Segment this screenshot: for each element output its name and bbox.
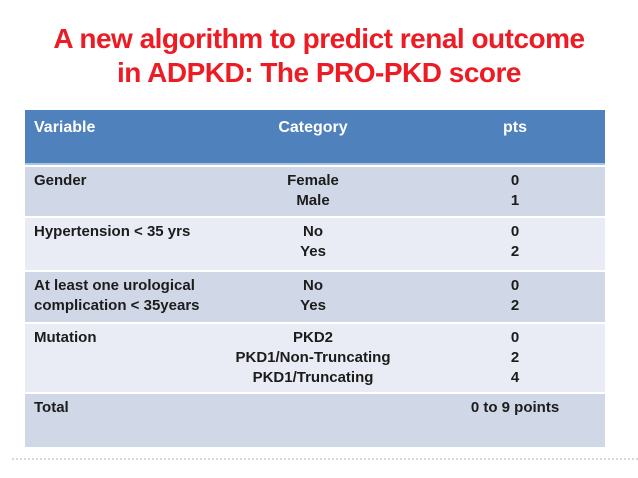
cell-line: PKD1/Non-Truncating bbox=[235, 349, 391, 366]
slide-title: A new algorithm to predict renal outcome… bbox=[0, 22, 638, 90]
cell-category bbox=[201, 394, 425, 447]
cell-line: 2 bbox=[510, 297, 520, 314]
cell-line: complication < 35years bbox=[34, 297, 200, 314]
cell-line: 1 bbox=[510, 192, 520, 209]
cell-line: Yes bbox=[300, 243, 326, 260]
cell-line: Male bbox=[296, 192, 330, 209]
table-row-gender: Gender Female Male 0 1 bbox=[25, 167, 605, 216]
table-row-mutation: Mutation PKD2 PKD1/Non-Truncating PKD1/T… bbox=[25, 324, 605, 392]
cell-line: Female bbox=[287, 172, 339, 189]
cell-pts: 0 to 9 points bbox=[425, 394, 605, 447]
cell-line: 2 bbox=[510, 349, 520, 366]
cell-variable: Total bbox=[25, 394, 201, 447]
pro-pkd-score-table: Variable Category pts Gender Female Male… bbox=[25, 110, 605, 447]
cell-variable: At least one urological complication < 3… bbox=[25, 272, 201, 322]
cell-category: No Yes bbox=[201, 272, 425, 322]
title-line-1: A new algorithm to predict renal outcome bbox=[53, 23, 585, 54]
cell-pts: 0 2 bbox=[425, 272, 605, 322]
cell-line: No bbox=[303, 223, 323, 240]
cell-variable: Hypertension < 35 yrs bbox=[25, 218, 201, 270]
column-header-variable: Variable bbox=[34, 119, 96, 136]
cell-line: 0 bbox=[510, 277, 520, 294]
cell-category: No Yes bbox=[201, 218, 425, 270]
cell-variable: Gender bbox=[25, 167, 201, 216]
cell-line: Yes bbox=[300, 297, 326, 314]
cell-line: Total bbox=[34, 399, 69, 416]
table-row-total: Total 0 to 9 points bbox=[25, 394, 605, 447]
cell-category: Female Male bbox=[201, 167, 425, 216]
cell-line: 0 bbox=[510, 329, 520, 346]
cell-pts: 0 2 bbox=[425, 218, 605, 270]
cell-line: Hypertension < 35 yrs bbox=[34, 223, 191, 240]
cell-line: PKD1/Truncating bbox=[252, 369, 374, 386]
table-row-urological-complication: At least one urological complication < 3… bbox=[25, 272, 605, 322]
cell-line: At least one urological bbox=[34, 277, 195, 294]
cell-variable: Mutation bbox=[25, 324, 201, 392]
cell-line: 4 bbox=[510, 369, 520, 386]
cell-line: Mutation bbox=[34, 329, 97, 346]
table-row-hypertension: Hypertension < 35 yrs No Yes 0 2 bbox=[25, 218, 605, 270]
cell-line: 0 bbox=[510, 223, 520, 240]
cell-category: PKD2 PKD1/Non-Truncating PKD1/Truncating bbox=[201, 324, 425, 392]
cell-pts: 0 1 bbox=[425, 167, 605, 216]
cell-line: Gender bbox=[34, 172, 87, 189]
cell-line: 0 bbox=[510, 172, 520, 189]
cell-line: 0 to 9 points bbox=[470, 399, 560, 416]
cell-line: 2 bbox=[510, 243, 520, 260]
table-header-row: Variable Category pts bbox=[25, 110, 605, 165]
column-header-category: Category bbox=[278, 119, 348, 136]
column-header-pts: pts bbox=[503, 119, 527, 136]
cell-pts: 0 2 4 bbox=[425, 324, 605, 392]
title-line-2: in ADPKD: The PRO-PKD score bbox=[117, 57, 521, 88]
cell-line: PKD2 bbox=[292, 329, 333, 346]
cell-line: No bbox=[303, 277, 323, 294]
placeholder-bottom-edge bbox=[12, 458, 638, 460]
